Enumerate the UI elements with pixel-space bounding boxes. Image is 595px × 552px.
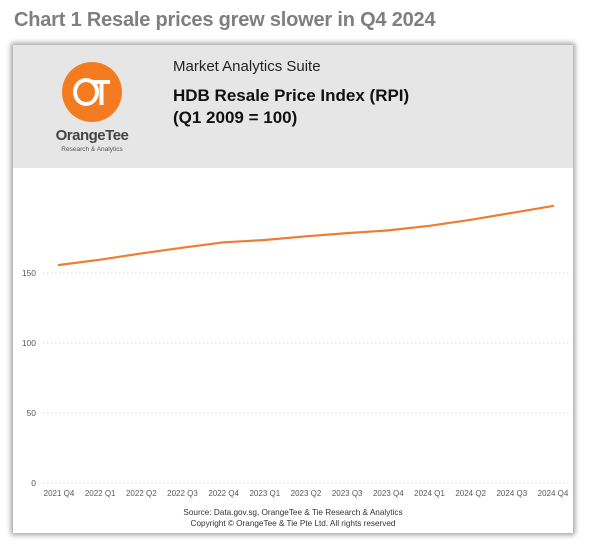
rpi-data-point [140, 252, 143, 255]
rpi-data-point [428, 224, 431, 227]
rpi-data-point [469, 218, 472, 221]
series-layer [57, 204, 555, 267]
rpi-data-point [305, 235, 307, 238]
rpi-data-point [263, 239, 266, 241]
rpi-data-point [58, 264, 60, 266]
x-tick-label: 2024 Q1 [414, 489, 445, 498]
x-tick-label: 2024 Q2 [455, 489, 486, 498]
y-tick-label: 100 [22, 338, 36, 348]
x-tick-label: 2021 Q4 [44, 489, 75, 498]
x-tick-label: 2024 Q4 [538, 489, 569, 498]
rpi-data-point [99, 258, 102, 261]
rpi-data-point [510, 212, 513, 214]
chart-title-line-2: (Q1 2009 = 100) [173, 108, 298, 127]
x-tick-label: 2023 Q2 [291, 489, 322, 498]
chart-footer: Source: Data.gov.sg, OrangeTee & Tie Res… [13, 507, 573, 529]
brand-tagline: Research & Analytics [61, 146, 123, 153]
copyright-note: Copyright © OrangeTee & Tie Pte Ltd. All… [190, 519, 396, 528]
x-tick-label: 2023 Q3 [332, 489, 363, 498]
chart-banner: OrangeTee Research & Analytics Market An… [13, 45, 573, 168]
y-axis-ticks: 0 50 100 150 [22, 268, 36, 488]
rpi-data-point [552, 205, 554, 207]
chart-card: OrangeTee Research & Analytics Market An… [13, 45, 573, 533]
x-tick-label: 2023 Q1 [249, 489, 280, 498]
y-tick-label: 0 [31, 478, 36, 488]
x-tick-label: 2023 Q4 [373, 489, 404, 498]
gridlines [43, 272, 569, 484]
rpi-data-point [181, 246, 184, 249]
orangetee-logo [62, 62, 122, 122]
y-tick-label: 150 [22, 268, 36, 278]
x-tick-label: 2022 Q2 [126, 489, 157, 498]
y-tick-label: 50 [27, 408, 37, 418]
source-note: Source: Data.gov.sg, OrangeTee & Tie Res… [183, 508, 403, 517]
rpi-data-point [222, 241, 225, 244]
x-tick-label: 2022 Q3 [167, 489, 198, 498]
x-tick-label: 2024 Q3 [496, 489, 527, 498]
x-tick-label: 2022 Q4 [208, 489, 239, 498]
x-axis-ticks: 2021 Q4 2022 Q1 2022 Q2 2022 Q3 2022 Q4 2023 … [44, 489, 569, 498]
chart-title: HDB Resale Price Index (RPI) (Q1 2009 = … [173, 85, 409, 129]
brand-name: OrangeTee [55, 127, 129, 144]
rpi-data-point [387, 229, 390, 232]
page-heading: Chart 1 Resale prices grew slower in Q4 … [14, 9, 436, 31]
ot-logo-icon [73, 78, 110, 106]
rpi-data-point [346, 232, 349, 234]
chart-title-line-1: HDB Resale Price Index (RPI) [173, 86, 410, 105]
suite-label: Market Analytics Suite [173, 58, 321, 75]
x-tick-label: 2022 Q1 [85, 489, 116, 498]
